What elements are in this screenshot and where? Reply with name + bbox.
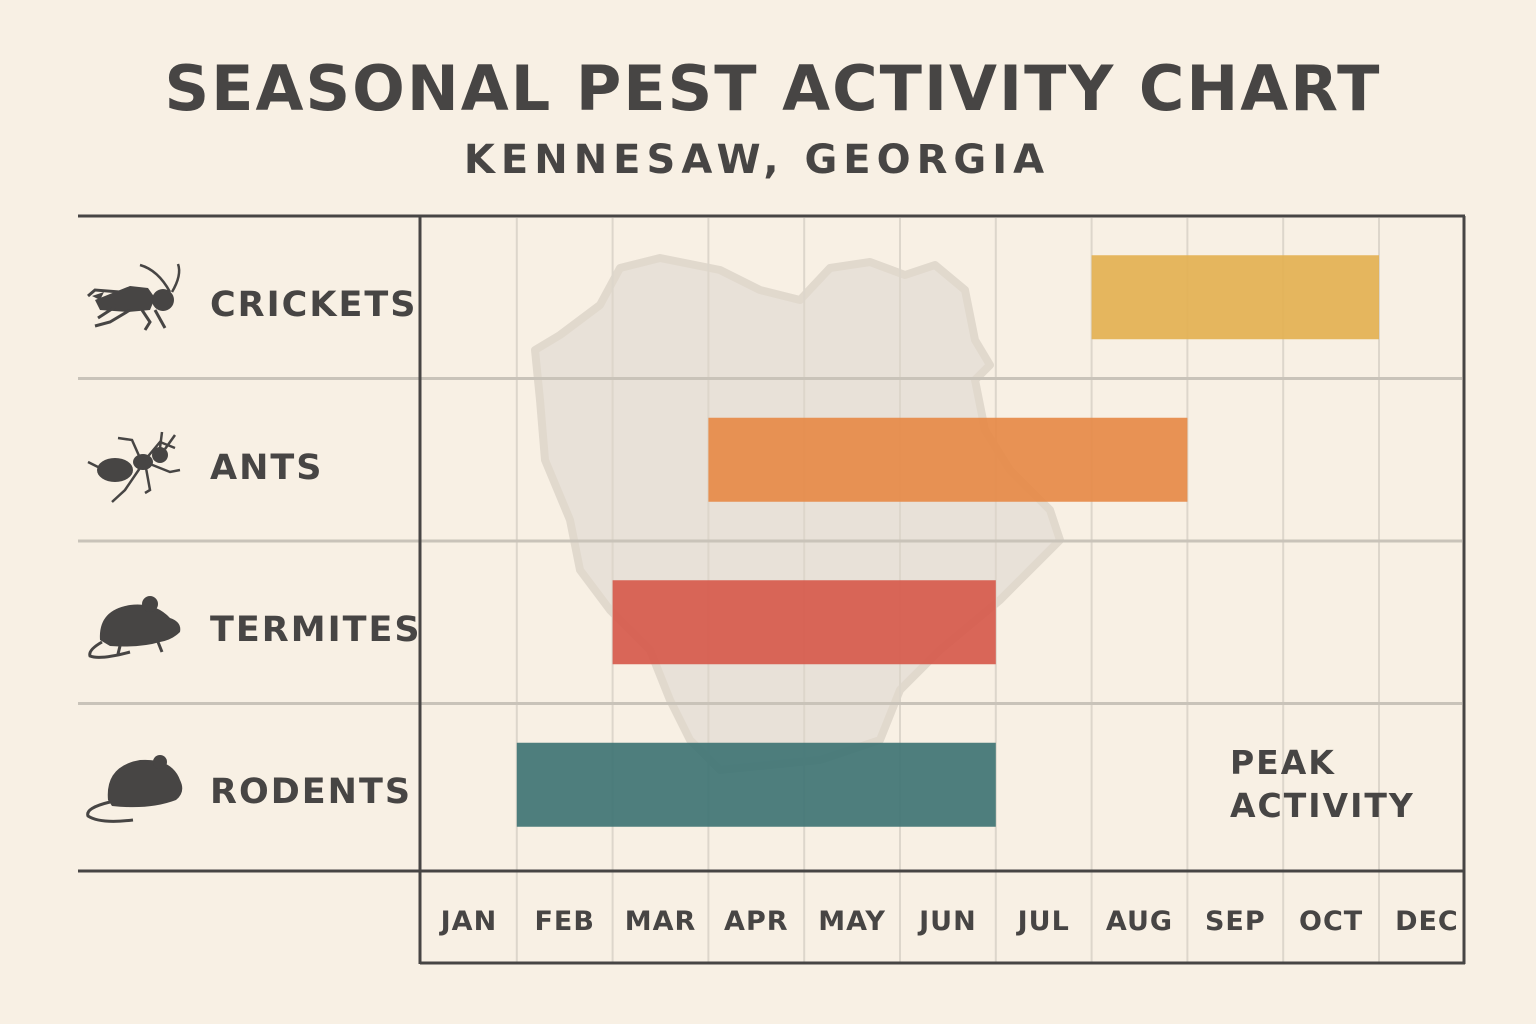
row-label-crickets: CRICKETS [210, 285, 417, 325]
chart-title: SEASONAL PEST ACTIVITY CHART [165, 52, 1382, 125]
month-label-jul: JUL [1016, 906, 1070, 937]
row-label-rodents: RODENTS [210, 772, 412, 812]
peak-activity-line1: PEAK [1230, 743, 1336, 782]
month-label-sep: SEP [1205, 906, 1266, 937]
chart-subtitle: KENNESAW, GEORGIA [464, 137, 1050, 183]
georgia-map-watermark [531, 254, 1064, 774]
peak-activity-line2: ACTIVITY [1230, 786, 1415, 825]
month-label-dec: DEC [1395, 906, 1459, 937]
month-label-aug: AUG [1106, 906, 1173, 937]
month-label-mar: MAR [625, 906, 697, 937]
activity-bar-ants [708, 417, 1188, 502]
month-label-oct: OCT [1299, 906, 1363, 937]
row-label-ants: ANTS [210, 448, 323, 488]
month-label-jun: JUN [917, 906, 977, 937]
month-label-may: MAY [818, 906, 886, 937]
activity-bar-crickets [1091, 255, 1379, 340]
activity-bar-termites [612, 580, 996, 665]
mouse-icon [88, 596, 181, 659]
rodent-icon [86, 755, 183, 823]
chart-frame [78, 214, 1466, 965]
month-label-feb: FEB [534, 906, 594, 937]
month-label-jan: JAN [439, 906, 498, 937]
ant-icon [87, 431, 181, 503]
row-label-termites: TERMITES [210, 610, 422, 650]
activity-bar-rodents [516, 742, 996, 827]
cricket-icon [87, 263, 181, 331]
month-axis: JAN FEB MAR APR MAY JUN JUL AUG SEP OCT DEC [439, 906, 1459, 937]
activity-bars [516, 255, 1379, 827]
month-label-apr: APR [724, 906, 788, 937]
